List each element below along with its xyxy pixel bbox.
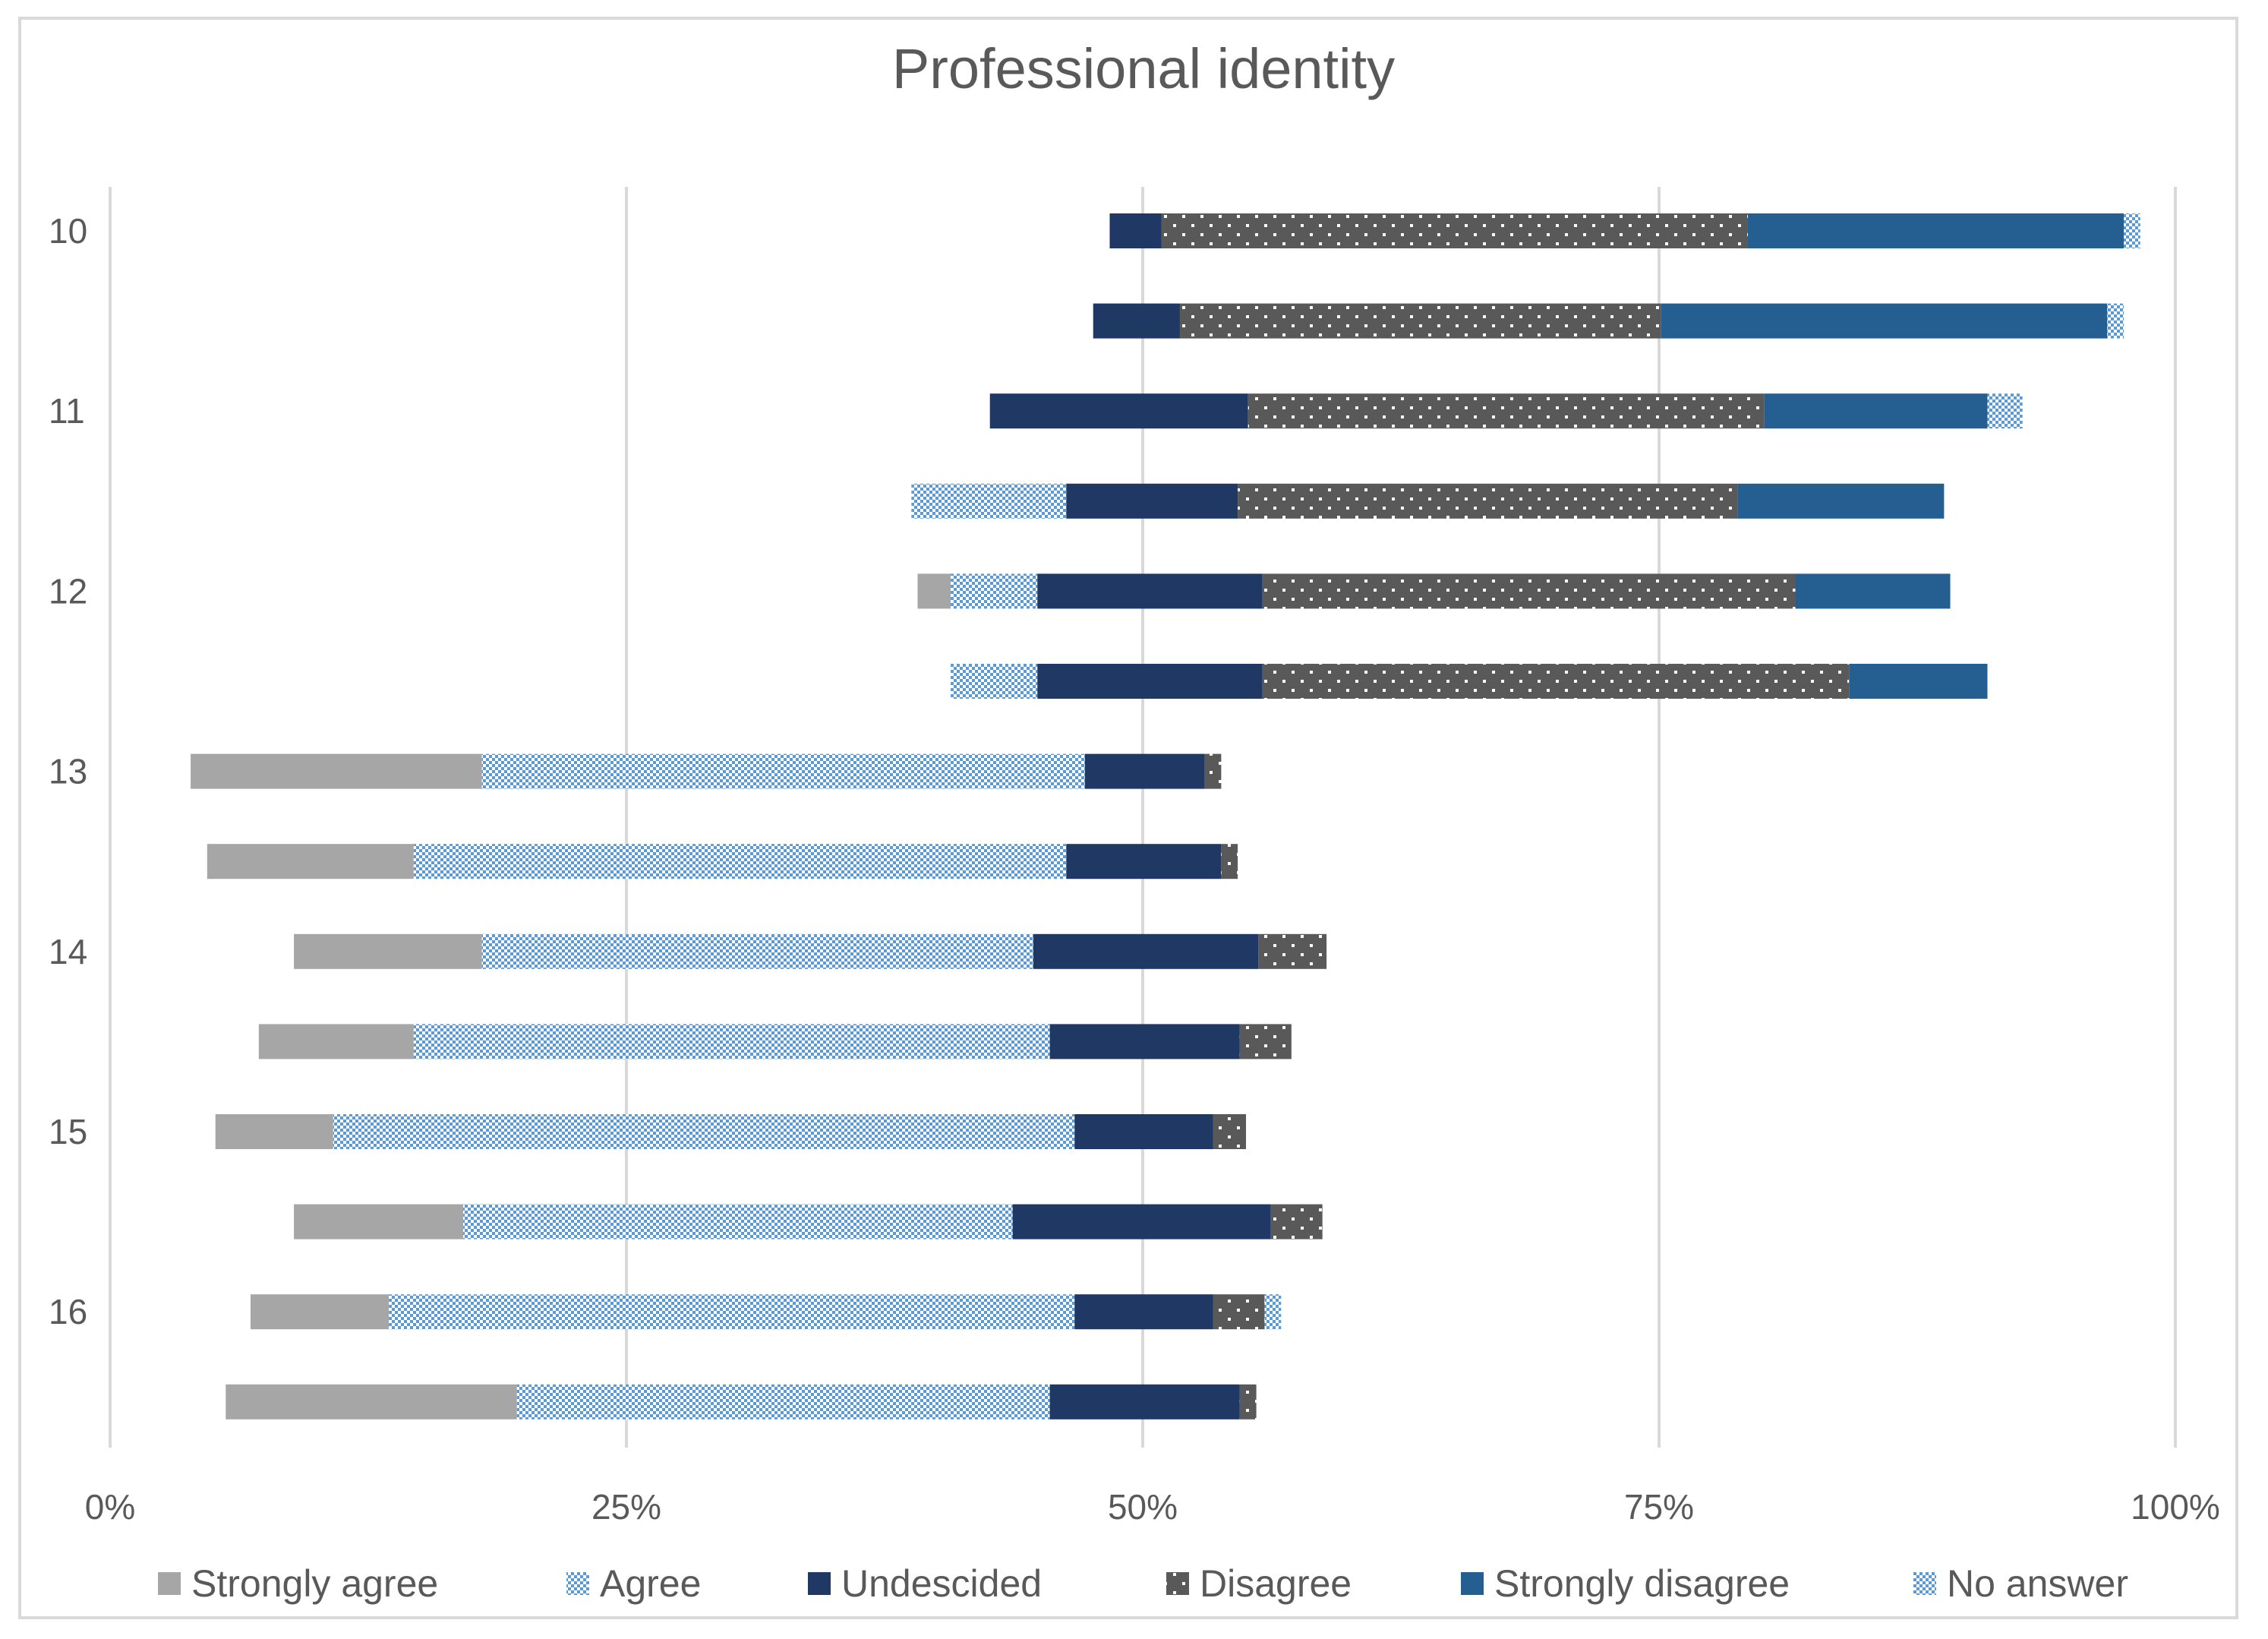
x-tick-label: 25% bbox=[591, 1487, 661, 1527]
bar-segment bbox=[1033, 933, 1259, 969]
bar-segment bbox=[1239, 1384, 1257, 1420]
bar-segment bbox=[1238, 483, 1738, 519]
bar-segment bbox=[1849, 664, 1988, 699]
x-tick-label: 75% bbox=[1624, 1487, 1694, 1527]
bar-segment bbox=[1109, 213, 1162, 248]
bar-segment bbox=[917, 573, 951, 609]
bar-segment bbox=[1262, 664, 1850, 699]
bar-segment bbox=[413, 1024, 1050, 1060]
bar-segment bbox=[1049, 1384, 1240, 1420]
bar-segment bbox=[2107, 303, 2124, 339]
bar-segment bbox=[1161, 213, 1748, 248]
legend-swatch bbox=[1461, 1572, 1484, 1595]
bar-segment bbox=[1248, 393, 1765, 429]
legend-label: No answer bbox=[1947, 1562, 2128, 1605]
bar-segment bbox=[226, 1384, 517, 1420]
bar-segment bbox=[1258, 933, 1327, 969]
y-tick-label: 10 bbox=[49, 211, 87, 251]
bar-segment bbox=[1213, 1294, 1265, 1330]
bar-segment bbox=[516, 1384, 1050, 1420]
bar-segment bbox=[191, 753, 482, 789]
bar-segment bbox=[1987, 393, 2023, 429]
bar-segment bbox=[1037, 664, 1263, 699]
bar-segment bbox=[215, 1114, 333, 1149]
legend-label: Strongly disagree bbox=[1494, 1562, 1790, 1605]
bar-segment bbox=[1093, 303, 1180, 339]
bars bbox=[191, 213, 2140, 1420]
bar-segment bbox=[1213, 1114, 1246, 1149]
legend: Strongly agree Agree Undescided Disagree Str… bbox=[158, 1562, 2128, 1605]
bar-segment bbox=[911, 483, 1067, 519]
x-tick-label: 100% bbox=[2131, 1487, 2220, 1527]
bar-segment bbox=[951, 664, 1038, 699]
bar-segment bbox=[1262, 573, 1796, 609]
stacked-bar-chart: Professional identity 10 11 12 13 14 15 16 0% 2… bbox=[49, 37, 2220, 1605]
bar-segment bbox=[1239, 1024, 1292, 1060]
gridlines bbox=[109, 187, 2177, 1448]
bar-segment bbox=[2124, 213, 2140, 248]
bar-segment bbox=[207, 844, 414, 880]
legend-item: Strongly disagree bbox=[1461, 1562, 1790, 1605]
bar-segment bbox=[1764, 393, 1988, 429]
bar-segment bbox=[481, 753, 1085, 789]
bar-segment bbox=[1204, 753, 1222, 789]
bar-segment bbox=[294, 933, 482, 969]
bar-segment bbox=[258, 1024, 414, 1060]
y-tick-label: 13 bbox=[49, 752, 87, 791]
bar-segment bbox=[1037, 573, 1263, 609]
y-tick-label: 12 bbox=[49, 571, 87, 611]
y-tick-label: 16 bbox=[49, 1292, 87, 1331]
bar-segment bbox=[413, 844, 1067, 880]
legend-swatch bbox=[808, 1572, 831, 1595]
x-tick-label: 50% bbox=[1108, 1487, 1178, 1527]
bar-segment bbox=[989, 393, 1248, 429]
chart-frame: Professional identity 10 11 12 13 14 15 16 0% 2… bbox=[18, 17, 2238, 1619]
bar-segment bbox=[481, 933, 1033, 969]
bar-segment bbox=[1012, 1204, 1271, 1240]
y-tick-label: 14 bbox=[49, 932, 87, 971]
bar-segment bbox=[1737, 483, 1945, 519]
legend-swatch bbox=[1913, 1572, 1936, 1595]
legend-label: Strongly agree bbox=[191, 1562, 438, 1605]
bar-segment bbox=[1049, 1024, 1240, 1060]
legend-label: Disagree bbox=[1200, 1562, 1352, 1605]
bar-segment bbox=[1074, 1294, 1213, 1330]
legend-swatch bbox=[1166, 1572, 1189, 1595]
legend-item: No answer bbox=[1913, 1562, 2128, 1605]
y-tick-label: 15 bbox=[49, 1112, 87, 1151]
bar-segment bbox=[250, 1294, 390, 1330]
bar-segment bbox=[1074, 1114, 1213, 1149]
bar-segment bbox=[1264, 1294, 1282, 1330]
bar-segment bbox=[1066, 844, 1222, 880]
bar-segment bbox=[333, 1114, 1075, 1149]
legend-item: Strongly agree bbox=[158, 1562, 438, 1605]
legend-item: Agree bbox=[566, 1562, 701, 1605]
y-axis-labels: 10 11 12 13 14 15 16 bbox=[49, 211, 87, 1331]
bar-segment bbox=[1084, 753, 1205, 789]
bar-segment bbox=[1661, 303, 2108, 339]
x-axis-labels: 0% 25% 50% 75% 100% bbox=[85, 1487, 2220, 1527]
y-tick-label: 11 bbox=[49, 391, 85, 431]
bar-segment bbox=[951, 573, 1038, 609]
legend-label: Undescided bbox=[841, 1562, 1042, 1605]
legend-item: Undescided bbox=[808, 1562, 1042, 1605]
legend-item: Disagree bbox=[1166, 1562, 1352, 1605]
bar-segment bbox=[389, 1294, 1075, 1330]
bar-segment bbox=[463, 1204, 1013, 1240]
legend-swatch bbox=[566, 1572, 589, 1595]
bar-segment bbox=[1221, 844, 1238, 880]
bar-segment bbox=[1747, 213, 2124, 248]
bar-segment bbox=[1270, 1204, 1323, 1240]
x-tick-label: 0% bbox=[85, 1487, 135, 1527]
chart-title: Professional identity bbox=[892, 37, 1395, 100]
legend-swatch bbox=[158, 1572, 181, 1595]
bar-segment bbox=[294, 1204, 464, 1240]
bar-segment bbox=[1179, 303, 1661, 339]
bar-segment bbox=[1795, 573, 1951, 609]
legend-label: Agree bbox=[600, 1562, 701, 1605]
bar-segment bbox=[1066, 483, 1238, 519]
